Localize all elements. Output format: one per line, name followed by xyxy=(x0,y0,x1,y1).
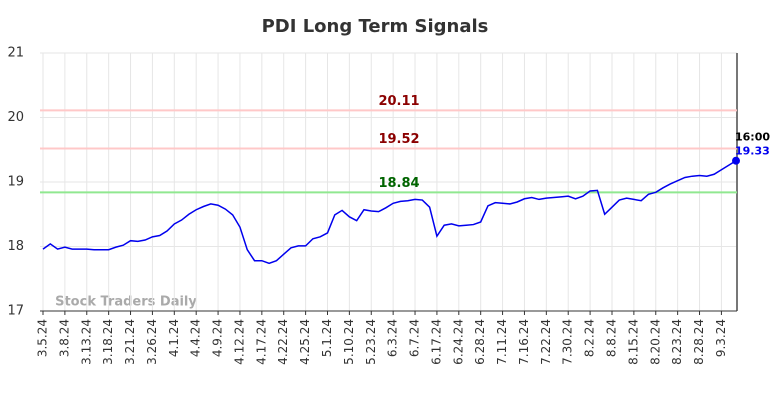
reference-label: 19.52 xyxy=(378,132,419,147)
y-tick-label: 20 xyxy=(7,110,24,125)
last-time-label: 16:00 xyxy=(735,131,770,144)
x-tick-label: 7.22.24 xyxy=(539,319,553,365)
x-tick-label: 4.12.24 xyxy=(232,319,246,365)
x-tick-label: 8.8.24 xyxy=(604,319,618,357)
x-tick-label: 6.28.24 xyxy=(473,319,487,365)
x-tick-label: 3.21.24 xyxy=(123,319,137,365)
x-tick-label: 3.8.24 xyxy=(57,319,71,357)
reference-label: 20.11 xyxy=(378,94,419,109)
x-tick-label: 4.1.24 xyxy=(167,319,181,357)
x-tick-label: 9.3.24 xyxy=(714,319,728,357)
x-tick-label: 5.23.24 xyxy=(364,319,378,365)
x-tick-label: 6.24.24 xyxy=(451,319,465,365)
x-tick-label: 5.10.24 xyxy=(342,319,356,365)
x-tick-label: 7.11.24 xyxy=(495,319,509,365)
y-tick-label: 21 xyxy=(7,46,24,61)
chart-title: PDI Long Term Signals xyxy=(262,16,489,37)
last-point xyxy=(732,156,740,165)
x-tick-label: 8.2.24 xyxy=(583,319,597,357)
x-tick-label: 5.1.24 xyxy=(320,319,334,357)
x-tick-label: 3.5.24 xyxy=(36,319,50,357)
x-tick-label: 4.9.24 xyxy=(211,319,225,357)
x-tick-label: 8.23.24 xyxy=(670,319,684,365)
x-tick-label: 3.13.24 xyxy=(79,319,93,365)
x-tick-label: 8.15.24 xyxy=(626,319,640,365)
x-tick-label: 3.18.24 xyxy=(101,319,115,365)
x-tick-label: 8.20.24 xyxy=(648,319,662,365)
x-tick-label: 4.25.24 xyxy=(298,319,312,365)
x-tick-label: 6.17.24 xyxy=(429,319,443,365)
x-tick-label: 4.22.24 xyxy=(276,319,290,365)
reference-label: 18.84 xyxy=(378,176,419,191)
y-tick-label: 17 xyxy=(7,304,24,319)
price-line xyxy=(42,160,737,265)
y-tick-label: 19 xyxy=(7,175,24,190)
x-tick-label: 7.16.24 xyxy=(517,319,531,365)
x-tick-label: 4.17.24 xyxy=(254,319,268,365)
x-tick-label: 4.4.24 xyxy=(189,319,203,357)
last-value-label: 19.33 xyxy=(735,145,770,158)
x-tick-label: 6.3.24 xyxy=(386,319,400,357)
x-tick-label: 8.28.24 xyxy=(692,319,706,365)
x-tick-label: 3.26.24 xyxy=(145,319,159,365)
x-tick-label: 7.30.24 xyxy=(561,319,575,365)
watermark: Stock Traders Daily xyxy=(55,295,197,310)
x-tick-label: 6.7.24 xyxy=(408,319,422,357)
y-tick-label: 18 xyxy=(7,239,24,254)
